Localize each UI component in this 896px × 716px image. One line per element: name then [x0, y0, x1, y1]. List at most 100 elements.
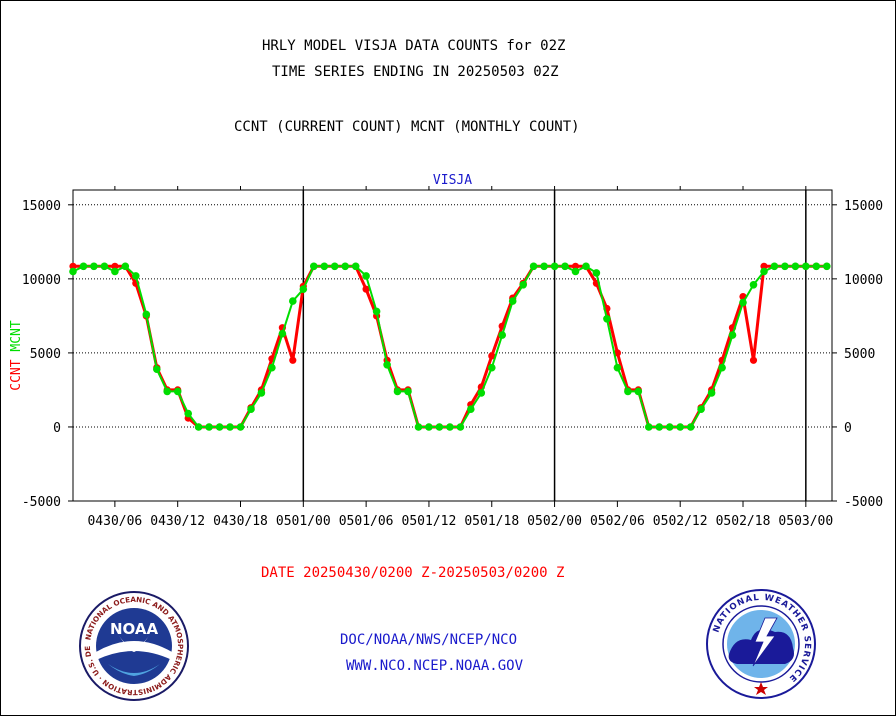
data-point-mcnt: [142, 310, 151, 319]
data-point-mcnt: [153, 365, 161, 374]
x-tick-label: 0502/00: [527, 514, 582, 529]
x-tick-label: 0502/18: [716, 514, 771, 529]
data-point-ccnt: [69, 262, 77, 270]
data-point-mcnt: [603, 315, 611, 323]
data-point-mcnt: [268, 363, 276, 372]
data-point-mcnt: [456, 423, 465, 431]
x-tick-label: 0502/12: [653, 514, 708, 529]
x-tick-label: 0430/12: [150, 514, 205, 529]
chart-subtitle: CCNT (CURRENT COUNT) MCNT (MONTHLY COUNT…: [234, 119, 580, 135]
data-point-mcnt: [393, 387, 402, 396]
y-tick-label-right: 5000: [844, 347, 875, 362]
data-point-mcnt: [561, 262, 569, 271]
data-point-mcnt: [529, 262, 538, 271]
data-point-mcnt: [278, 329, 287, 338]
data-point-mcnt: [582, 262, 590, 271]
y-tick-label-left: 5000: [30, 347, 61, 362]
data-point-mcnt: [173, 387, 182, 396]
date-range-label: DATE 20250430/0200 Z-20250503/0200 Z: [261, 565, 565, 581]
data-point-mcnt: [802, 262, 810, 271]
x-tick-label: 0501/18: [464, 514, 519, 529]
y-tick-label-left: 15000: [22, 199, 61, 214]
data-point-mcnt: [226, 423, 234, 431]
data-point-mcnt: [289, 297, 297, 305]
data-point-mcnt: [571, 267, 580, 276]
data-point-mcnt: [676, 423, 684, 431]
x-tick-label: 0501/12: [402, 514, 457, 529]
data-point-ccnt: [111, 262, 119, 270]
data-point-mcnt: [760, 267, 768, 276]
y-tick-label-left: 0: [53, 421, 61, 436]
x-tick-label: 0430/18: [213, 514, 268, 529]
data-point-mcnt: [69, 267, 77, 276]
y-tick-label-right: 15000: [844, 199, 883, 214]
x-tick-label: 0503/00: [778, 514, 833, 529]
data-point-ccnt: [571, 262, 580, 270]
data-point-mcnt: [749, 281, 758, 289]
data-point-mcnt: [79, 262, 88, 271]
y-tick-label-right: -5000: [844, 495, 883, 510]
x-tick-label: 0501/00: [276, 514, 331, 529]
data-point-mcnt: [645, 423, 653, 431]
data-point-mcnt: [823, 262, 831, 271]
data-point-mcnt: [425, 423, 433, 431]
data-point-ccnt: [289, 356, 297, 364]
org-label: DOC/NOAA/NWS/NCEP/NCO: [340, 632, 518, 648]
data-point-mcnt: [320, 262, 329, 271]
data-point-mcnt: [236, 423, 245, 431]
data-point-mcnt: [707, 389, 716, 397]
data-point-mcnt: [624, 387, 632, 396]
data-point-mcnt: [372, 307, 381, 316]
plot-area: [72, 189, 833, 502]
ylabel-ccnt: CCNT: [9, 352, 24, 391]
data-point-mcnt: [435, 423, 444, 431]
y-tick-label-right: 10000: [844, 273, 883, 288]
data-point-mcnt: [791, 262, 800, 271]
data-point-mcnt: [310, 262, 318, 271]
nws-logo: NATIONAL WEATHER SERVICE: [706, 589, 816, 699]
data-point-mcnt: [498, 331, 507, 339]
data-point-mcnt: [728, 331, 737, 339]
data-point-mcnt: [540, 262, 548, 271]
data-point-mcnt: [477, 389, 486, 397]
data-point-mcnt: [90, 262, 98, 271]
data-point-mcnt: [163, 387, 171, 396]
x-tick-label: 0502/06: [590, 514, 645, 529]
data-point-ccnt: [488, 352, 496, 360]
data-point-mcnt: [414, 423, 423, 431]
data-point-mcnt: [404, 387, 412, 396]
ylabel-mcnt: MCNT: [9, 320, 24, 351]
y-tick-label-left: 10000: [22, 273, 61, 288]
data-point-mcnt: [519, 281, 527, 289]
data-point-mcnt: [215, 423, 224, 431]
data-point-mcnt: [362, 272, 370, 280]
data-point-mcnt: [247, 405, 255, 414]
data-point-mcnt: [383, 361, 391, 369]
data-point-mcnt: [351, 262, 360, 271]
data-point-mcnt: [550, 262, 559, 271]
plot-label: VISJA: [433, 173, 472, 188]
data-point-mcnt: [739, 298, 747, 307]
chart-title-line2: TIME SERIES ENDING IN 20250503 02Z: [272, 64, 559, 80]
data-point-mcnt: [194, 423, 203, 431]
data-point-mcnt: [205, 423, 213, 431]
data-point-mcnt: [184, 409, 192, 418]
data-point-mcnt: [330, 262, 339, 271]
y-tick-label-right: 0: [844, 421, 852, 436]
x-tick-label: 0430/06: [87, 514, 142, 529]
website-link[interactable]: WWW.NCO.NCEP.NOAA.GOV: [346, 658, 524, 674]
data-point-mcnt: [613, 363, 622, 372]
chart-title-line1: HRLY MODEL VISJA DATA COUNTS for 02Z: [262, 38, 566, 54]
x-tick-label: 0501/06: [339, 514, 394, 529]
noaa-logo: NOAA NATIONAL OCEANIC AND ATMOSPHERIC AD…: [78, 590, 189, 701]
data-point-mcnt: [111, 267, 119, 276]
data-point-ccnt: [749, 356, 758, 364]
y-tick-label-left: -5000: [22, 495, 61, 510]
data-point-mcnt: [686, 423, 695, 431]
data-point-mcnt: [634, 387, 643, 396]
data-point-ccnt: [760, 262, 768, 270]
data-point-mcnt: [121, 262, 130, 271]
data-point-mcnt: [770, 262, 779, 271]
data-point-mcnt: [592, 269, 601, 277]
data-point-mcnt: [467, 405, 475, 414]
